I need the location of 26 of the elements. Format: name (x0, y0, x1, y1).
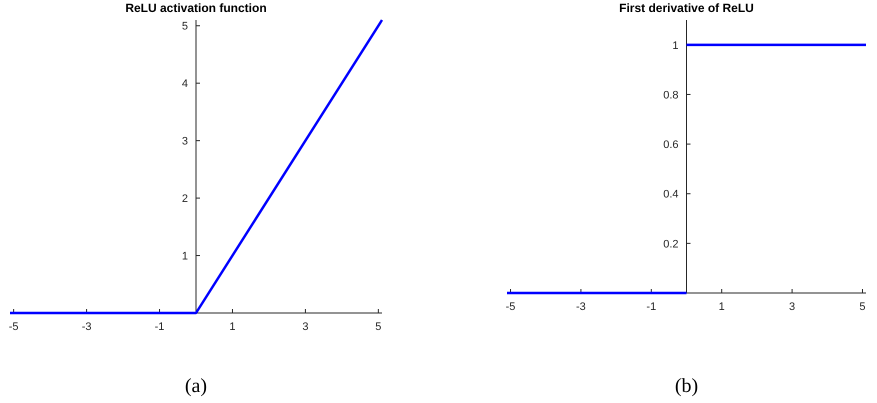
y-tick-label: 0.8 (663, 89, 678, 102)
chart-title: First derivative of ReLU (619, 1, 754, 15)
x-tick-label: 3 (789, 301, 796, 313)
x-tick-label: 5 (859, 301, 866, 313)
y-tick-label: 1 (672, 40, 678, 52)
y-tick-label: 5 (182, 20, 188, 33)
x-tick-label: 1 (718, 301, 725, 313)
y-tick-label: 4 (182, 78, 188, 90)
x-tick-label: -5 (8, 321, 19, 333)
chart-title: ReLU activation function (125, 1, 267, 15)
x-tick-label: -3 (576, 301, 586, 313)
x-tick-label: 1 (229, 321, 236, 333)
text: (b) (674, 375, 698, 397)
x-tick-label: -5 (506, 301, 516, 313)
x-tick-label: -1 (154, 321, 164, 333)
x-tick-label: -1 (646, 301, 656, 313)
y-tick-label: 0.6 (663, 139, 678, 152)
y-tick-label: 3 (182, 136, 188, 148)
x-tick-label: 3 (302, 321, 308, 333)
y-tick-label: 0.2 (663, 238, 678, 250)
y-tick-label: 2 (182, 193, 188, 206)
x-tick-label: -3 (82, 321, 92, 333)
y-tick-label: 1 (182, 250, 188, 263)
y-tick-label: 0.4 (663, 188, 678, 201)
text: (a) (184, 375, 208, 397)
x-tick-label: 5 (375, 321, 382, 333)
